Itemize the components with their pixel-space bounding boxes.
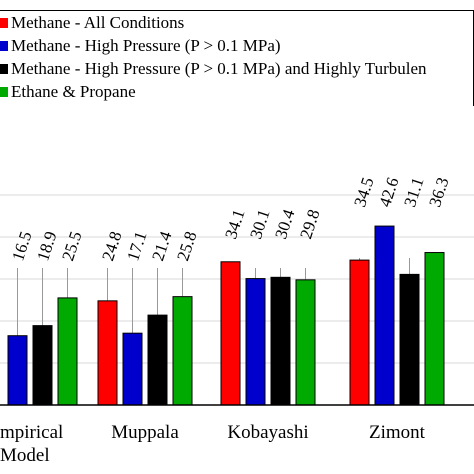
- data-label: 34.5: [350, 175, 377, 209]
- data-label: 16.5: [8, 229, 35, 263]
- data-label: 29.8: [296, 207, 323, 241]
- legend-item: Methane - All Conditions: [0, 13, 184, 33]
- data-label: 17.1: [123, 229, 150, 263]
- bar: [349, 259, 370, 406]
- bar: [172, 296, 193, 406]
- category-label: Kobayashi: [227, 422, 309, 443]
- data-label: 18.9: [33, 229, 60, 263]
- bar: [270, 276, 291, 406]
- legend-swatch: [0, 18, 8, 28]
- data-label: 25.8: [173, 229, 200, 263]
- data-label: 25.5: [58, 229, 85, 263]
- data-label: 36.3: [425, 175, 452, 209]
- data-label: 42.6: [375, 175, 402, 209]
- data-label: 21.4: [148, 229, 175, 264]
- data-label: 24.8: [98, 229, 125, 263]
- category-label: Muppala: [111, 422, 179, 443]
- legend-label: Methane - All Conditions: [11, 13, 185, 32]
- legend-item: Methane - High Pressure (P > 0.1 MPa) an…: [0, 59, 427, 79]
- category-label: mpirical: [0, 422, 64, 443]
- bar: [424, 252, 445, 406]
- data-label: 30.1: [246, 207, 273, 241]
- legend: Methane - All Conditions Methane - High P…: [0, 10, 474, 106]
- legend-item: Ethane & Propane: [0, 82, 136, 102]
- data-label: 31.1: [400, 175, 427, 209]
- legend-label: Ethane & Propane: [11, 82, 136, 101]
- bar: [374, 225, 395, 406]
- legend-swatch: [0, 41, 8, 51]
- legend-item: Methane - High Pressure (P > 0.1 MPa): [0, 36, 281, 56]
- category-label: Model: [0, 445, 50, 466]
- bar: [32, 325, 53, 406]
- data-label: 30.4: [271, 207, 298, 242]
- bar: [399, 273, 420, 406]
- bar: [7, 335, 28, 406]
- bar: [295, 279, 316, 406]
- legend-label: Methane - High Pressure (P > 0.1 MPa) an…: [11, 59, 427, 78]
- bar: [122, 332, 143, 406]
- bar: [57, 297, 78, 406]
- legend-swatch: [0, 87, 8, 97]
- category-label: Zimont: [369, 422, 425, 443]
- bar: [97, 300, 118, 406]
- legend-swatch: [0, 64, 8, 74]
- bar: [147, 314, 168, 406]
- bar: [245, 278, 266, 406]
- bar: [220, 261, 241, 406]
- legend-label: Methane - High Pressure (P > 0.1 MPa): [11, 36, 281, 55]
- data-label: 34.1: [221, 207, 248, 241]
